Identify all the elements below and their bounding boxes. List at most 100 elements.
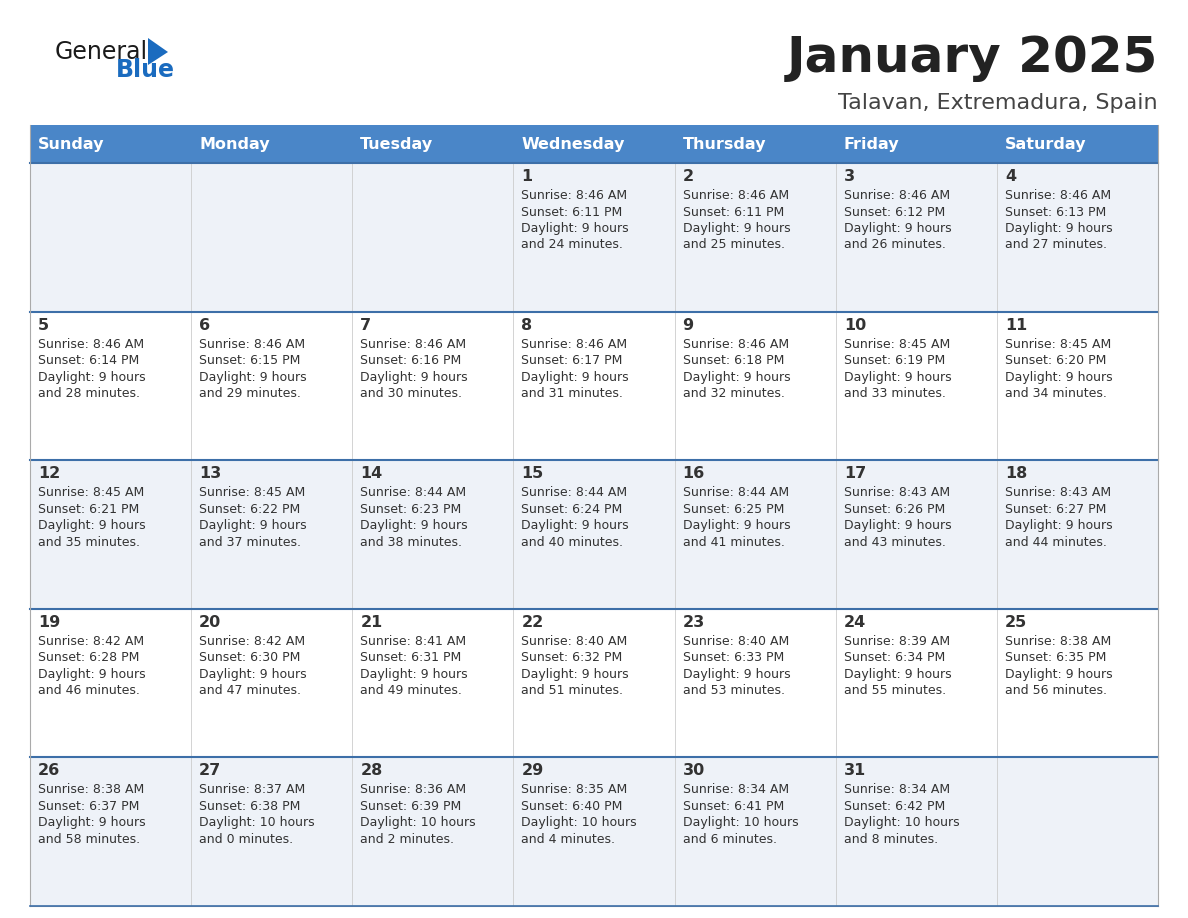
Text: Sunrise: 8:42 AM: Sunrise: 8:42 AM [38,635,144,648]
Bar [675,125,835,163]
Text: 21: 21 [360,615,383,630]
Text: Sunrise: 8:46 AM: Sunrise: 8:46 AM [200,338,305,351]
Text: 15: 15 [522,466,544,481]
Text: Daylight: 9 hours: Daylight: 9 hours [200,371,307,384]
Text: and 33 minutes.: and 33 minutes. [843,387,946,400]
Text: 17: 17 [843,466,866,481]
Text: 6: 6 [200,318,210,332]
Bar [675,757,835,906]
Bar [675,460,835,609]
Text: Daylight: 10 hours: Daylight: 10 hours [200,816,315,829]
Bar [191,757,353,906]
Text: Sunset: 6:18 PM: Sunset: 6:18 PM [683,354,784,367]
Text: Sunrise: 8:46 AM: Sunrise: 8:46 AM [38,338,144,351]
Text: Daylight: 9 hours: Daylight: 9 hours [38,520,146,532]
Text: and 38 minutes.: and 38 minutes. [360,536,462,549]
Text: Sunrise: 8:46 AM: Sunrise: 8:46 AM [1005,189,1111,202]
Text: Sunrise: 8:39 AM: Sunrise: 8:39 AM [843,635,950,648]
Text: Sunrise: 8:44 AM: Sunrise: 8:44 AM [683,487,789,499]
Text: 28: 28 [360,764,383,778]
Text: and 46 minutes.: and 46 minutes. [38,684,140,698]
Text: Sunrise: 8:46 AM: Sunrise: 8:46 AM [843,189,950,202]
Text: Daylight: 9 hours: Daylight: 9 hours [200,520,307,532]
Text: and 26 minutes.: and 26 minutes. [843,239,946,252]
Text: 30: 30 [683,764,704,778]
Text: Daylight: 9 hours: Daylight: 9 hours [360,667,468,681]
Text: 27: 27 [200,764,221,778]
Bar [835,311,997,460]
Text: Sunrise: 8:37 AM: Sunrise: 8:37 AM [200,783,305,797]
Text: 19: 19 [38,615,61,630]
Text: 22: 22 [522,615,544,630]
Bar [353,125,513,163]
Text: Daylight: 9 hours: Daylight: 9 hours [522,667,630,681]
Text: and 32 minutes.: and 32 minutes. [683,387,784,400]
Text: Talavan, Extremadura, Spain: Talavan, Extremadura, Spain [839,93,1158,113]
Bar [675,609,835,757]
Text: Daylight: 9 hours: Daylight: 9 hours [843,667,952,681]
Text: 1: 1 [522,169,532,184]
Bar [513,757,675,906]
Text: 4: 4 [1005,169,1016,184]
Bar [353,460,513,609]
Text: Sunrise: 8:44 AM: Sunrise: 8:44 AM [522,487,627,499]
Text: and 43 minutes.: and 43 minutes. [843,536,946,549]
Text: Daylight: 9 hours: Daylight: 9 hours [200,667,307,681]
Text: Sunday: Sunday [38,137,105,151]
Text: Sunrise: 8:41 AM: Sunrise: 8:41 AM [360,635,467,648]
Text: Daylight: 9 hours: Daylight: 9 hours [38,667,146,681]
Text: Sunset: 6:37 PM: Sunset: 6:37 PM [38,800,139,813]
Text: Daylight: 9 hours: Daylight: 9 hours [1005,222,1112,235]
Text: 11: 11 [1005,318,1028,332]
Text: Monday: Monday [200,137,270,151]
Text: Tuesday: Tuesday [360,137,434,151]
Text: Sunset: 6:13 PM: Sunset: 6:13 PM [1005,206,1106,218]
Text: Daylight: 10 hours: Daylight: 10 hours [360,816,476,829]
Text: 12: 12 [38,466,61,481]
Text: Sunset: 6:41 PM: Sunset: 6:41 PM [683,800,784,813]
Text: Sunrise: 8:45 AM: Sunrise: 8:45 AM [843,338,950,351]
Text: Sunset: 6:40 PM: Sunset: 6:40 PM [522,800,623,813]
Text: Daylight: 9 hours: Daylight: 9 hours [683,222,790,235]
Text: Sunset: 6:26 PM: Sunset: 6:26 PM [843,503,944,516]
Text: and 58 minutes.: and 58 minutes. [38,833,140,845]
Bar [353,609,513,757]
Text: Sunset: 6:39 PM: Sunset: 6:39 PM [360,800,461,813]
Bar [191,125,353,163]
Text: Daylight: 9 hours: Daylight: 9 hours [843,222,952,235]
Text: Sunset: 6:28 PM: Sunset: 6:28 PM [38,651,139,665]
Text: Daylight: 9 hours: Daylight: 9 hours [522,371,630,384]
Text: Sunrise: 8:46 AM: Sunrise: 8:46 AM [683,189,789,202]
Text: Sunrise: 8:38 AM: Sunrise: 8:38 AM [38,783,144,797]
Text: Blue: Blue [116,58,175,82]
Text: and 34 minutes.: and 34 minutes. [1005,387,1107,400]
Text: and 51 minutes.: and 51 minutes. [522,684,624,698]
Text: Sunrise: 8:46 AM: Sunrise: 8:46 AM [683,338,789,351]
Bar [835,609,997,757]
Text: Daylight: 9 hours: Daylight: 9 hours [843,371,952,384]
Text: and 27 minutes.: and 27 minutes. [1005,239,1107,252]
Text: Sunrise: 8:43 AM: Sunrise: 8:43 AM [1005,487,1111,499]
Text: 31: 31 [843,764,866,778]
Text: Sunrise: 8:46 AM: Sunrise: 8:46 AM [522,189,627,202]
Text: Daylight: 9 hours: Daylight: 9 hours [1005,371,1112,384]
Text: 7: 7 [360,318,372,332]
Text: Daylight: 9 hours: Daylight: 9 hours [683,520,790,532]
Bar [513,125,675,163]
Text: and 37 minutes.: and 37 minutes. [200,536,301,549]
Text: Friday: Friday [843,137,899,151]
Text: Wednesday: Wednesday [522,137,625,151]
Bar [191,163,353,311]
Bar [191,311,353,460]
Bar [675,311,835,460]
Text: 8: 8 [522,318,532,332]
Text: and 24 minutes.: and 24 minutes. [522,239,624,252]
Text: Daylight: 10 hours: Daylight: 10 hours [843,816,960,829]
Text: and 40 minutes.: and 40 minutes. [522,536,624,549]
Text: Daylight: 9 hours: Daylight: 9 hours [38,371,146,384]
Text: Sunset: 6:23 PM: Sunset: 6:23 PM [360,503,461,516]
Text: Sunset: 6:34 PM: Sunset: 6:34 PM [843,651,944,665]
Text: Sunset: 6:24 PM: Sunset: 6:24 PM [522,503,623,516]
Text: Daylight: 9 hours: Daylight: 9 hours [683,371,790,384]
Text: Sunset: 6:12 PM: Sunset: 6:12 PM [843,206,944,218]
